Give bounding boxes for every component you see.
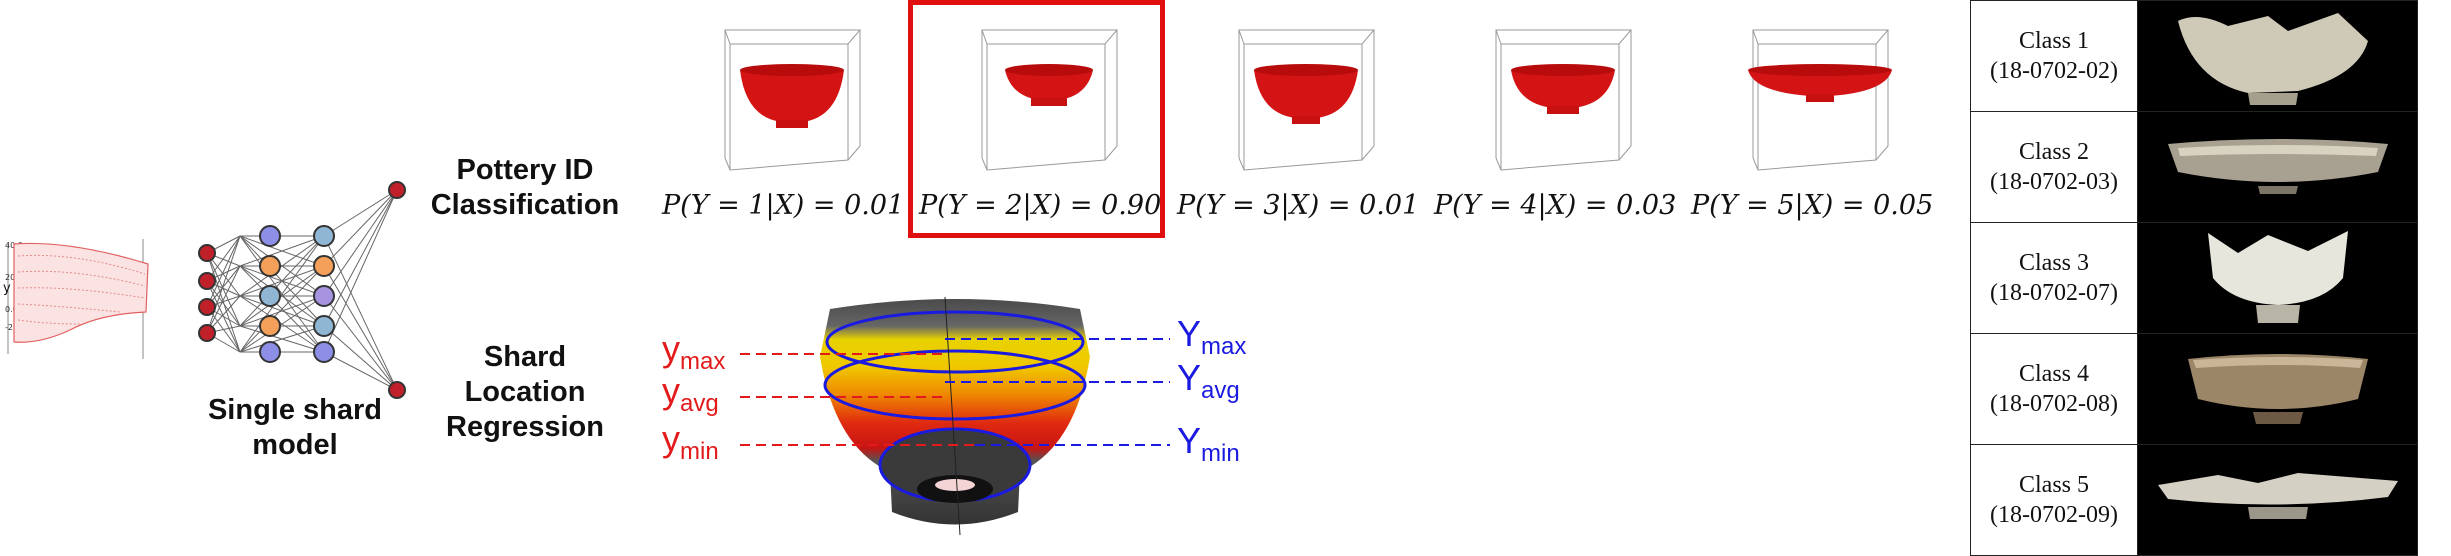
bowl-3d-plot-icon [1748,29,1892,171]
pottery-photo-icon [2137,222,2418,334]
vessel-yavg-sub: avg [1201,377,1240,404]
plot-axis-frame [1495,30,1632,170]
class-name-cell: Class 1 (18-0702-02) [1970,0,2138,112]
regression-dashed-lines [740,338,1170,446]
vessel-ymax-sub: max [1201,333,1247,360]
class-name: Class 4 [2018,361,2089,387]
plot-axis-frame [981,30,1118,170]
vessel-yavg-label: Yavg [1177,357,1240,405]
bowl-3d-plot-icon [981,29,1119,171]
bowl-body [1254,65,1358,118]
class-id: (18-0702-03) [1990,169,2118,195]
bowl-3d-plot-icon [1238,29,1376,171]
regression-line3: Regression [446,411,604,443]
bowl-foot [776,120,808,128]
plot-axis-frame [1238,145,1375,171]
class-row: Class 1 (18-0702-02) [1970,0,2418,112]
bowl-foot [1806,94,1834,102]
bowl-rim [1748,64,1892,76]
bowl-foot [1292,116,1320,124]
class-name: Class 1 [2018,28,2089,54]
shard-ymax-base: y [662,328,680,369]
plot-axis-frame [724,29,862,45]
class-row: Class 2 (18-0702-03) [1970,111,2418,223]
pottery-photo-icon [2137,444,2418,556]
regression-line2: Location [464,376,586,408]
shard-yavg-label: yavg [662,370,719,418]
probability-class-4: P(Y = 4|X) = 0.03 [1434,190,1677,221]
neural-network-icon [198,181,406,399]
regression-line1: Shard [483,341,567,373]
class-name: Class 2 [2018,139,2089,165]
plot-axis-frame [1238,29,1376,45]
class-row: Class 4 (18-0702-08) [1970,333,2418,445]
prediction-highlight-box [908,0,1165,238]
class-id: (18-0702-02) [1990,58,2118,84]
class-name-cell: Class 5 (18-0702-09) [1970,444,2138,556]
shard-ymin-base: y [662,418,680,459]
class-id: (18-0702-09) [1990,502,2118,528]
bowl-foot [1547,106,1579,114]
classification-line2: Classification [430,189,620,221]
bowl-rim [740,64,844,76]
class-name-cell: Class 4 (18-0702-08) [1970,333,2138,445]
single-shard-model-line1: Single shard [207,394,383,426]
probability-class-1: P(Y = 1|X) = 0.01 [662,190,905,221]
vessel-ymin-sub: min [1201,440,1240,467]
vessel-ymax-label: Ymax [1177,313,1246,361]
class-id: (18-0702-08) [1990,391,2118,417]
svg-text:y: y [3,281,11,296]
pottery-photo-icon [2137,333,2418,445]
vessel-ymax-base: Y [1177,313,1202,354]
bowl-3d-plot-icon [724,29,862,171]
vessel-yavg-base: Y [1177,357,1202,398]
plot-axis-frame [1495,29,1633,45]
class-name: Class 3 [2018,250,2089,276]
class-row: Class 3 (18-0702-07) [1970,222,2418,334]
bowl-rim [1511,64,1615,76]
plot-axis-frame [724,145,861,171]
class-id: (18-0702-07) [1990,280,2118,306]
bowl-foot [1031,98,1067,106]
bowl-rim [1005,64,1093,76]
plot-axis-frame [724,30,861,170]
probability-class-2: P(Y = 2|X) = 0.90 [919,190,1162,221]
probability-class-3: P(Y = 3|X) = 0.01 [1177,190,1420,221]
shard-ymin-label: ymin [662,418,719,466]
plot-axis-frame [1752,30,1889,170]
regression-label: Shard Location Regression [430,340,620,445]
shard-ymin-sub: min [680,438,719,465]
bowl-body [1511,65,1615,108]
shard-yavg-sub: avg [680,390,719,417]
classification-label: Pottery ID Classification [430,153,620,223]
bowl-3d-plot-icon [1495,29,1633,171]
vessel-heatmap-icon [820,297,1090,535]
pottery-photo-icon [2137,111,2418,223]
class-name-cell: Class 3 (18-0702-07) [1970,222,2138,334]
shard-ymax-sub: max [680,348,726,375]
vessel-ymin-label: Ymin [1177,420,1240,468]
plot-axis-frame [1495,145,1632,171]
shard-point-cloud-icon: 40.0 20.0 y 0.0 -20.0 [3,239,149,359]
bowl-body [740,65,844,122]
vessel-ymin-base: Y [1177,420,1202,461]
svg-text:0.0: 0.0 [5,305,18,314]
plot-axis-frame [1752,29,1890,45]
pottery-photo-icon [2137,0,2418,112]
class-name-cell: Class 2 (18-0702-03) [1970,111,2138,223]
single-shard-model-line2: model [252,429,338,461]
class-row: Class 5 (18-0702-09) [1970,444,2418,556]
single-shard-model-label: Single shard model [180,393,410,463]
bowl-rim [1254,64,1358,76]
shard-ymax-label: ymax [662,328,725,376]
shard-yavg-base: y [662,370,680,411]
class-name: Class 5 [2018,472,2089,498]
classification-line1: Pottery ID [456,154,594,186]
plot-axis-frame [1752,145,1889,171]
plot-axis-frame [1238,30,1375,170]
plot-axis-frame [981,145,1118,171]
probability-class-5: P(Y = 5|X) = 0.05 [1691,190,1934,221]
class-table: Class 1 (18-0702-02) Class 2 (18-0702-03) … [1970,0,2418,556]
